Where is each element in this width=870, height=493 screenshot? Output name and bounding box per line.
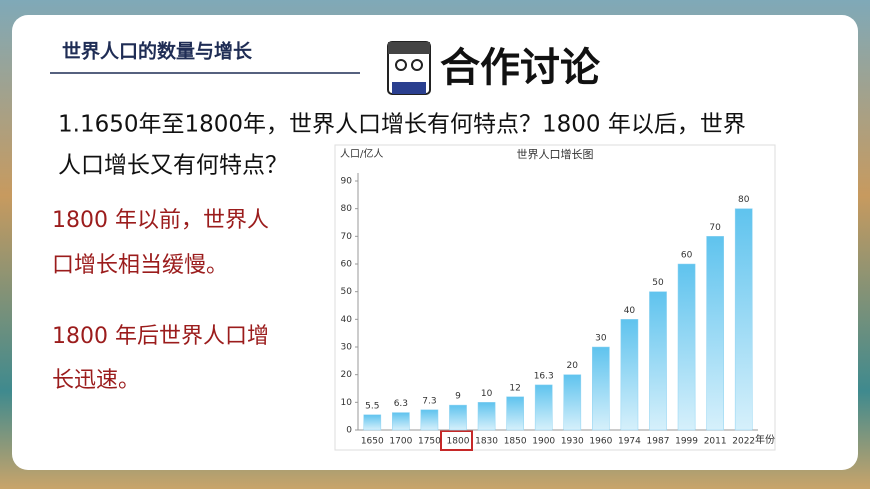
x-tick-label: 1750 (418, 437, 441, 447)
value-label: 70 (709, 223, 721, 233)
question-line: 人口增长又有何特点？ (58, 153, 288, 179)
x-tick-label: 1900 (532, 437, 555, 447)
y-tick-label: 40 (341, 315, 353, 325)
bar (449, 404, 467, 431)
x-tick-label: 2022 (732, 437, 755, 447)
value-label: 80 (738, 195, 750, 205)
bar (677, 263, 696, 431)
answer-line: 1800 年后世界人口增 (52, 324, 269, 349)
badge: 合作讨论 (440, 45, 601, 91)
x-tick-label: 1650 (361, 437, 384, 447)
x-tick-label: 1999 (675, 437, 698, 447)
x-tick-label: 1700 (389, 437, 412, 447)
x-tick-label: 1800 (447, 437, 470, 447)
y-tick-label: 80 (341, 204, 353, 214)
bar (363, 414, 382, 431)
highlight-box (440, 430, 473, 451)
y-tick-label: 90 (341, 177, 353, 187)
value-label: 16.3 (534, 371, 554, 381)
y-axis-label: 人口/亿人 (340, 147, 383, 160)
value-label: 9 (455, 392, 461, 402)
x-tick-label: 1850 (504, 437, 527, 447)
y-tick-label: 70 (341, 232, 353, 242)
x-tick-label: 2011 (704, 437, 727, 447)
x-tick-label: 1960 (589, 437, 612, 447)
value-label: 50 (652, 278, 664, 288)
bar (534, 384, 553, 431)
x-tick-label: 1987 (647, 437, 670, 447)
value-label: 60 (681, 251, 693, 261)
bar (392, 412, 410, 431)
y-tick-label: 30 (341, 343, 353, 353)
bar (734, 208, 753, 431)
answer-line: 1800 年以前，世界人 (52, 208, 269, 233)
chart-frame (334, 144, 776, 451)
x-tick-label: 1974 (618, 437, 641, 447)
x-axis-label: 年份 (755, 433, 775, 446)
answer-line: 长迅速。 (52, 368, 140, 393)
icon (387, 41, 431, 95)
value-label: 20 (567, 361, 579, 371)
bar (592, 346, 610, 431)
bar (477, 402, 496, 431)
y-tick-label: 0 (346, 426, 352, 436)
y-tick-label: 20 (341, 370, 353, 380)
value-label: 6.3 (394, 399, 408, 409)
bar (620, 319, 639, 431)
bar (649, 291, 667, 431)
header-title: 世界人口的数量与增长 (62, 40, 253, 63)
answer-line: 口增长相当缓慢。 (52, 253, 228, 278)
value-label: 10 (481, 389, 493, 399)
value-label: 12 (509, 383, 520, 393)
bar (706, 236, 724, 431)
value-label: 5.5 (365, 401, 379, 411)
x-tick-label: 1830 (475, 437, 498, 447)
value-label: 7.3 (422, 396, 436, 406)
y-tick-label: 50 (341, 287, 353, 297)
value-label: 30 (595, 334, 607, 344)
question-line: 1.1650年至1800年，世界人口增长有何特点？1800 年以后，世界 (58, 112, 746, 138)
bar (420, 409, 439, 431)
bar (506, 396, 524, 431)
y-tick-label: 60 (341, 260, 353, 270)
value-label: 40 (624, 306, 636, 316)
y-tick-label: 10 (341, 398, 353, 408)
chart-title: 世界人口增长图 (517, 147, 594, 161)
bar (563, 374, 582, 431)
x-tick-label: 1930 (561, 437, 584, 447)
